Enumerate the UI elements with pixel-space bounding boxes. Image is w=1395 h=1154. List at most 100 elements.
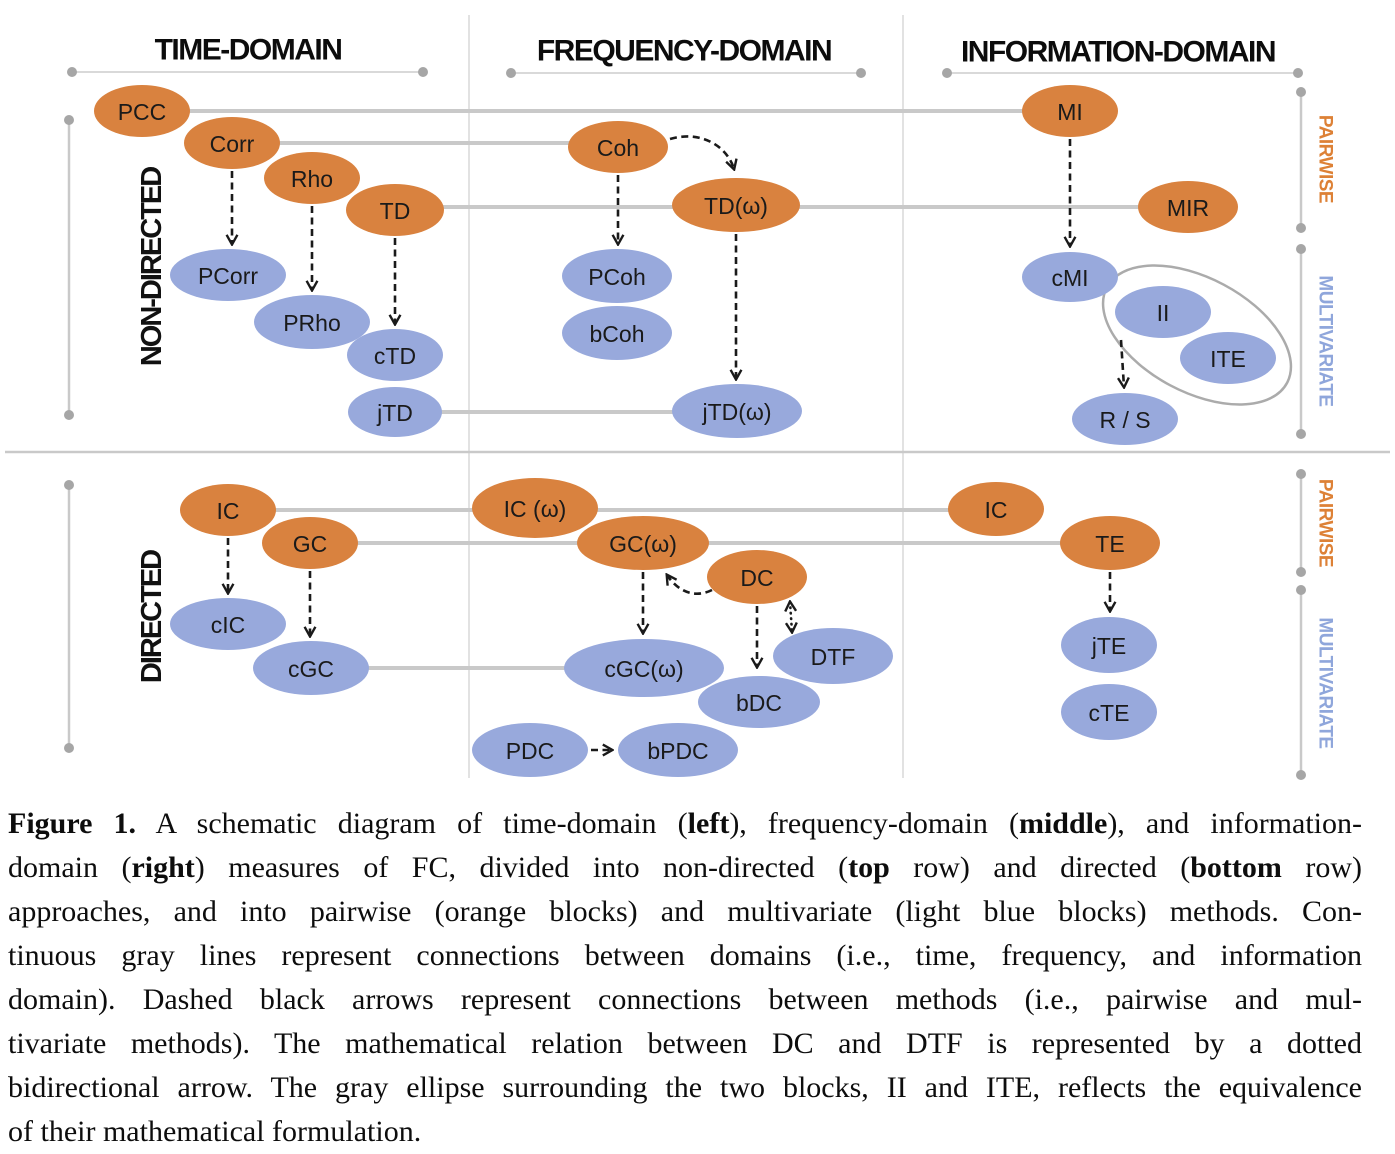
row-label-non-directed: NON-DIRECTED [136, 167, 168, 366]
node-dc: DC [707, 550, 807, 604]
caption-line: tinuous gray lines represent connections… [8, 934, 1362, 978]
node-label-jte: jTE [1091, 633, 1127, 659]
caption-text-segment: middle [1018, 807, 1108, 840]
node-rs: R / S [1072, 393, 1178, 445]
node-pcoh: PCoh [562, 249, 672, 303]
node-label-rs: R / S [1099, 407, 1150, 433]
node-label-dc: DC [740, 565, 773, 591]
node-cgcw: cGC(ω) [564, 639, 724, 697]
node-gcw: GC(ω) [577, 516, 709, 570]
caption-text-segment: ) measures of FC, divided into non-direc… [194, 851, 849, 884]
node-label-te: TE [1095, 531, 1124, 557]
node-label-gc: GC [293, 531, 328, 557]
node-shape-dtf [773, 628, 893, 684]
node-label-ite: ITE [1210, 346, 1246, 372]
header-dot [67, 67, 77, 77]
node-shape-corr [184, 117, 280, 169]
caption-line: bidirectional arrow. The gray ellipse su… [8, 1066, 1362, 1110]
node-bdc: bDC [698, 676, 820, 728]
caption-text-segment: A schematic diagram of time-domain ( [136, 807, 688, 840]
header-time-domain: TIME-DOMAIN [155, 34, 342, 67]
node-label-cmi: cMI [1051, 265, 1088, 291]
node-label-jtdw: jTD(ω) [701, 399, 771, 425]
header-dot [942, 68, 952, 78]
node-label-bdc: bDC [736, 690, 782, 716]
node-shape-gcw [577, 516, 709, 570]
bracket-dot [1296, 87, 1306, 97]
caption-text-segment: tivariate methods). The mathematical rel… [8, 1027, 1362, 1060]
node-pcorr: PCorr [170, 249, 286, 301]
node-shape-cic [170, 598, 286, 650]
node-shape-prho [254, 295, 370, 349]
node-shape-mi [1022, 85, 1118, 137]
node-shape-ctd [347, 329, 443, 381]
node-te: TE [1060, 516, 1160, 570]
caption-text-segment: bottom [1190, 851, 1282, 884]
bracket-dot [64, 410, 74, 420]
caption-text-segment: ), and information- [1107, 807, 1362, 840]
node-label-prho: PRho [283, 310, 341, 336]
bracket-dot [1296, 567, 1306, 577]
caption-line: domain). Dashed black arrows represent c… [8, 978, 1362, 1022]
node-mir: MIR [1138, 181, 1238, 233]
node-shape-ic-info [948, 482, 1044, 536]
node-cte: cTE [1061, 684, 1157, 740]
method-label-multivariate-top: MULTIVARIATE [1315, 275, 1336, 406]
node-shape-ite [1180, 332, 1276, 384]
caption-text-segment: row) and directed ( [889, 851, 1191, 884]
method-label-pairwise-bottom: PAIRWISE [1315, 479, 1336, 567]
node-dtf: DTF [773, 628, 893, 684]
node-ii: II [1115, 286, 1211, 338]
header-dot [418, 67, 428, 77]
node-tdw: TD(ω) [672, 178, 800, 232]
node-td: TD [346, 184, 444, 236]
node-shape-pcorr [170, 249, 286, 301]
caption-text-segment: ), frequency-domain ( [729, 807, 1019, 840]
row-label-directed: DIRECTED [136, 550, 168, 683]
node-shape-icw [472, 478, 598, 538]
node-prho: PRho [254, 295, 370, 349]
node-shape-cmi [1022, 252, 1118, 302]
node-label-pcc: PCC [118, 99, 167, 125]
node-label-bcoh: bCoh [590, 321, 645, 347]
node-shape-tdw [672, 178, 800, 232]
header-dot [856, 68, 866, 78]
node-shape-gc [262, 517, 358, 569]
bracket-dot [1296, 585, 1306, 595]
bracket-dot [1296, 770, 1306, 780]
node-shape-cte [1061, 684, 1157, 740]
caption-line: tivariate methods). The mathematical rel… [8, 1022, 1362, 1066]
fc-methods-diagram: PCC Corr Rho TD Coh TD(ω) MI MIR PCorr PRho cTD jTD… [5, 15, 1390, 780]
grid-layer [5, 15, 1390, 778]
node-corr: Corr [184, 117, 280, 169]
caption-text-segment: Figure 1. [8, 807, 137, 840]
caption-text-segment: of their mathematical formulation. [8, 1115, 422, 1148]
bracket-dot [1296, 469, 1306, 479]
caption-line: Figure 1. A schematic diagram of time-do… [8, 802, 1362, 846]
figure-caption: Figure 1. A schematic diagram of time-do… [8, 802, 1362, 1154]
caption-text-segment: domain). Dashed black arrows represent c… [8, 983, 1362, 1016]
node-label-corr: Corr [210, 131, 255, 157]
node-label-bpdc: bPDC [647, 738, 708, 764]
node-shape-pdc [472, 723, 588, 777]
node-shape-cgcw [564, 639, 724, 697]
node-shape-coh [568, 121, 668, 173]
node-shape-jtd [348, 387, 442, 437]
node-shape-dc [707, 550, 807, 604]
caption-text-segment: tinuous gray lines represent connections… [8, 939, 1362, 972]
node-label-icw: IC (ω) [504, 496, 567, 522]
node-shape-ii [1115, 286, 1211, 338]
nodes-layer: PCC Corr Rho TD Coh TD(ω) MI MIR PCorr PRho cTD jTD… [94, 85, 1276, 777]
node-bcoh: bCoh [562, 306, 672, 360]
node-label-cgc: cGC [288, 656, 334, 682]
bracket-dot [1296, 429, 1306, 439]
node-cmi: cMI [1022, 252, 1118, 302]
node-label-pdc: PDC [506, 738, 555, 764]
caption-text-segment: top [848, 851, 890, 884]
labels-layer: TIME-DOMAIN FREQUENCY-DOMAIN INFORMATION-D… [136, 34, 1336, 749]
node-shape-jtdw [672, 384, 802, 438]
node-gc: GC [262, 517, 358, 569]
node-shape-pcoh [562, 249, 672, 303]
node-label-cic: cIC [211, 612, 246, 638]
node-label-ctd: cTD [374, 343, 416, 369]
